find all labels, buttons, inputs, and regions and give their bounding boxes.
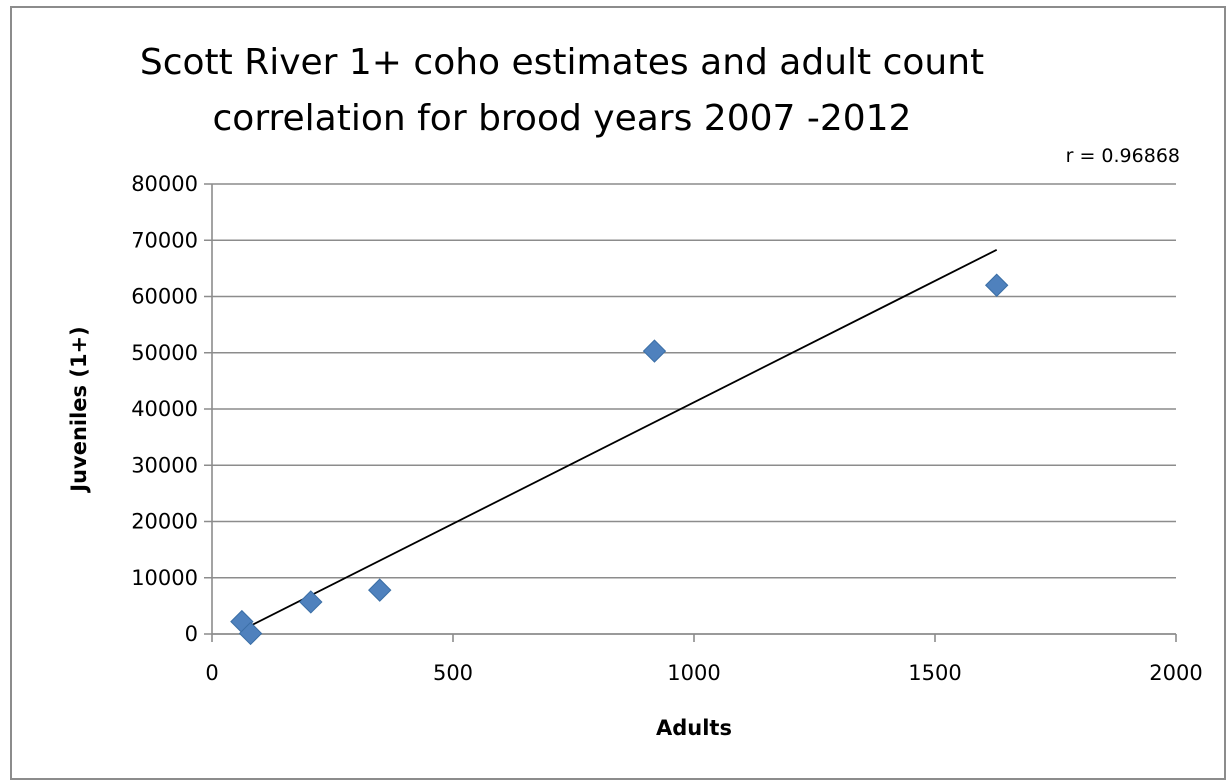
- x-tick-label: 1000: [667, 661, 720, 685]
- y-axis-title: Juveniles (1+): [67, 326, 91, 494]
- x-tick-label: 1500: [908, 661, 961, 685]
- y-tick-label: 10000: [131, 566, 198, 590]
- data-point: [238, 621, 263, 646]
- x-axis-title: Adults: [656, 716, 732, 740]
- y-tick-label: 30000: [131, 453, 198, 477]
- y-tick-label: 50000: [131, 341, 198, 365]
- x-tick-label: 500: [433, 661, 473, 685]
- data-point: [642, 339, 667, 363]
- x-tick-label: 2000: [1149, 661, 1202, 685]
- correlation-annotation: r = 0.96868: [1066, 145, 1180, 167]
- chart-title-line-2: correlation for brood years 2007 -2012: [213, 98, 912, 139]
- x-tick-label: 0: [205, 661, 218, 685]
- y-tick-label: 70000: [131, 228, 198, 252]
- data-point: [368, 578, 392, 602]
- y-tick-label: 20000: [131, 510, 198, 534]
- chart-title-line-1: Scott River 1+ coho estimates and adult …: [140, 42, 984, 83]
- data-point: [984, 273, 1009, 297]
- data-point: [299, 590, 323, 614]
- y-tick-label: 40000: [131, 397, 198, 421]
- y-tick-label: 0: [185, 622, 198, 646]
- trendline: [241, 249, 998, 631]
- y-tick-label: 60000: [131, 285, 198, 309]
- y-tick-label: 80000: [131, 172, 198, 196]
